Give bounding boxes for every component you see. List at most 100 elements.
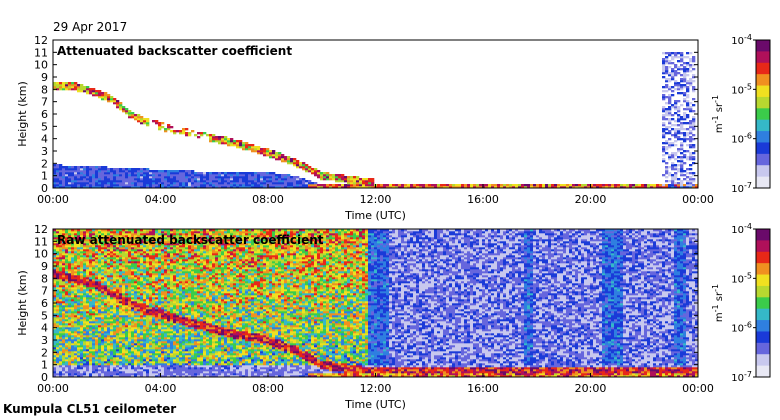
heatmap-cell — [134, 263, 138, 266]
heatmap-cell — [137, 371, 141, 374]
heatmap-cell — [89, 170, 93, 173]
heatmap-cell — [62, 375, 66, 378]
heatmap-cell — [680, 54, 684, 57]
heatmap-cell — [113, 289, 117, 292]
heatmap-cell — [56, 373, 60, 376]
heatmap-cell — [179, 170, 183, 173]
heatmap-cell — [89, 229, 93, 232]
heatmap-cell — [680, 168, 684, 171]
heatmap-cell — [149, 255, 153, 258]
heatmap-cell — [74, 319, 78, 322]
heatmap-cell — [152, 261, 156, 264]
heatmap-cell — [89, 261, 93, 264]
heatmap-cell — [176, 311, 180, 314]
heatmap-cell — [296, 166, 300, 169]
heatmap-cell — [80, 289, 84, 292]
heatmap-cell — [149, 245, 153, 248]
heatmap-cell — [140, 319, 144, 322]
heatmap-cell — [107, 365, 111, 368]
heatmap-cell — [110, 295, 114, 298]
heatmap-cell — [170, 271, 174, 274]
heatmap-cell — [677, 160, 681, 163]
heatmap-cell — [125, 331, 129, 334]
heatmap-cell — [95, 369, 99, 372]
heatmap-cell — [98, 255, 102, 258]
heatmap-cell — [98, 96, 102, 99]
heatmap-cell — [98, 176, 102, 179]
heatmap-cell — [146, 311, 150, 314]
heatmap-cell — [89, 339, 93, 342]
heatmap-cell — [77, 267, 81, 270]
heatmap-cell — [668, 146, 672, 149]
heatmap-cell — [140, 323, 144, 326]
colorbar-tick-label: 10-6 — [731, 132, 752, 146]
heatmap-cell — [248, 186, 252, 189]
heatmap-cell — [206, 134, 210, 137]
heatmap-cell — [80, 361, 84, 364]
heatmap-cell — [176, 375, 180, 378]
heatmap-cell — [149, 251, 153, 254]
heatmap-cell — [104, 287, 108, 290]
heatmap-cell — [110, 331, 114, 334]
heatmap-cell — [83, 239, 87, 242]
heatmap-cell — [125, 283, 129, 286]
heatmap-cell — [86, 243, 90, 246]
heatmap-cell — [671, 144, 675, 147]
heatmap-cell — [53, 255, 57, 258]
heatmap-cell — [122, 263, 126, 266]
heatmap-cell — [122, 325, 126, 328]
heatmap-cell — [176, 361, 180, 364]
heatmap-cell — [173, 277, 177, 280]
heatmap-cell — [71, 301, 75, 304]
heatmap-cell — [128, 349, 132, 352]
heatmap-cell — [176, 243, 180, 246]
heatmap-cell — [152, 293, 156, 296]
heatmap-cell — [167, 269, 171, 272]
heatmap-cell — [107, 343, 111, 346]
heatmap-cell — [662, 130, 666, 133]
heatmap-cell — [122, 180, 126, 183]
heatmap-cell — [65, 253, 69, 256]
heatmap-cell — [128, 249, 132, 252]
heatmap-cell — [665, 110, 669, 113]
heatmap-cell — [119, 335, 123, 338]
heatmap-cell — [53, 321, 57, 324]
heatmap-cell — [671, 106, 675, 109]
heatmap-cell — [98, 343, 102, 346]
heatmap-cell — [89, 293, 93, 296]
heatmap-cell — [56, 277, 60, 280]
heatmap-cell — [92, 279, 96, 282]
heatmap-cell — [95, 239, 99, 242]
heatmap-cell — [122, 251, 126, 254]
heatmap-cell — [152, 343, 156, 346]
heatmap-cell — [662, 154, 666, 157]
heatmap-cell — [62, 82, 66, 85]
heatmap-cell — [674, 52, 678, 55]
heatmap-cell — [581, 184, 585, 187]
heatmap-cell — [680, 58, 684, 61]
heatmap-cell — [125, 349, 129, 352]
heatmap-cell — [164, 287, 168, 290]
heatmap-cell — [161, 335, 165, 338]
heatmap-cell — [686, 74, 690, 77]
heatmap-cell — [218, 182, 222, 185]
heatmap-cell — [86, 231, 90, 234]
heatmap-cell — [92, 233, 96, 236]
heatmap-cell — [143, 249, 147, 252]
heatmap-cell — [152, 321, 156, 324]
heatmap-cell — [86, 359, 90, 362]
heatmap-cell — [89, 319, 93, 322]
heatmap-cell — [53, 271, 57, 274]
heatmap-cell — [155, 235, 159, 238]
heatmap-cell — [164, 359, 168, 362]
heatmap-cell — [134, 351, 138, 354]
heatmap-cell — [53, 315, 57, 318]
heatmap-cell — [56, 273, 60, 276]
heatmap-cell — [62, 170, 66, 173]
heatmap-cell — [74, 347, 78, 350]
heatmap-cell — [158, 269, 162, 272]
heatmap-cell — [674, 134, 678, 137]
heatmap-cell — [485, 186, 489, 189]
heatmap-cell — [170, 293, 174, 296]
heatmap-cell — [68, 243, 72, 246]
